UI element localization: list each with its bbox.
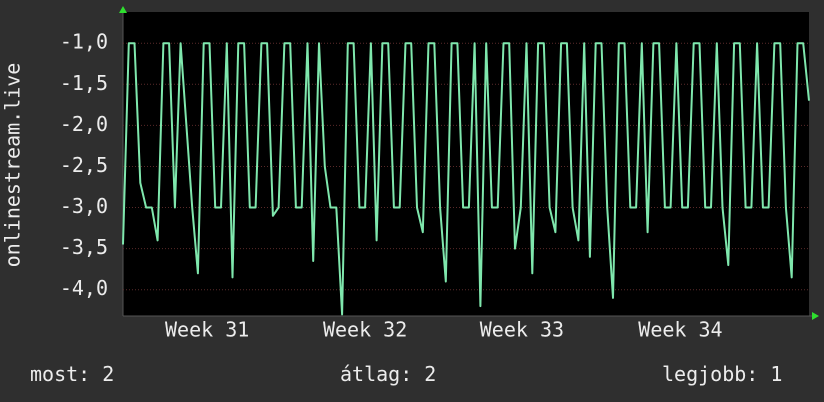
stat-label: átlag: <box>340 362 412 386</box>
x-tick-label: Week 33 <box>480 318 564 342</box>
data-line <box>122 42 810 316</box>
stat-value: 2 <box>102 362 114 386</box>
y-tick-label: -1,0 <box>60 30 108 54</box>
stat-value: 1 <box>770 362 782 386</box>
y-tick-label: -2,0 <box>60 112 108 136</box>
y-tick-label: -1,5 <box>60 71 108 95</box>
stat-value: 2 <box>424 362 436 386</box>
x-arrow <box>812 312 819 320</box>
x-tick-label: Week 31 <box>165 318 249 342</box>
y-tick-label: -2,5 <box>60 153 108 177</box>
stat: most: 2 <box>30 362 114 386</box>
stat: legjobb: 1 <box>662 362 782 386</box>
y-axis-label: onlinestream.live <box>1 63 25 268</box>
stat: átlag: 2 <box>340 362 436 386</box>
x-tick-label: Week 32 <box>323 318 407 342</box>
stat-label: most: <box>30 362 90 386</box>
y-arrow <box>119 6 127 13</box>
y-tick-label: -4,0 <box>60 276 108 300</box>
stat-label: legjobb: <box>662 362 758 386</box>
y-tick-label: -3,0 <box>60 194 108 218</box>
x-tick-label: Week 34 <box>638 318 722 342</box>
y-tick-label: -3,5 <box>60 235 108 259</box>
